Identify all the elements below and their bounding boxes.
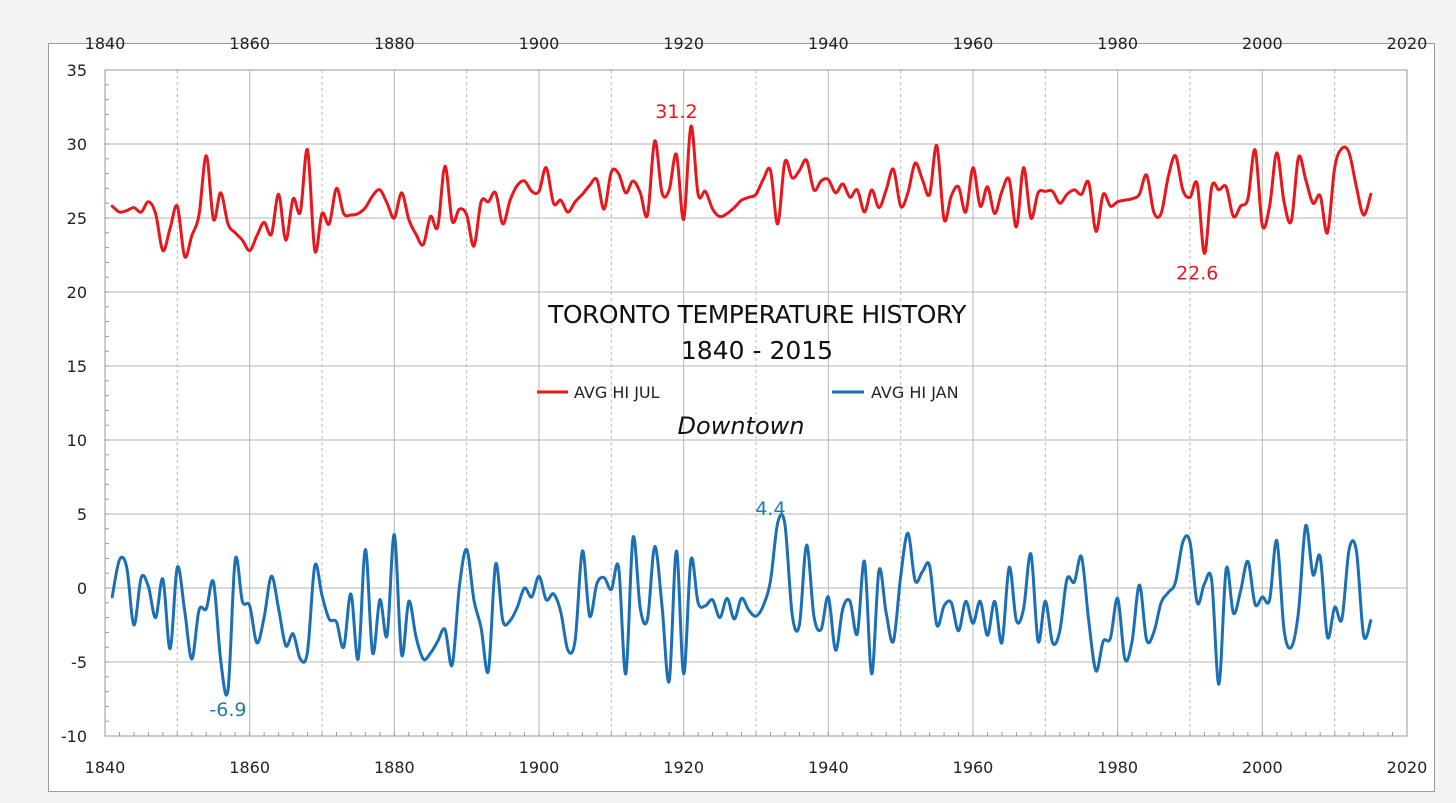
x-tick-label-top: 2000 bbox=[1242, 34, 1283, 53]
y-tick-label: 25 bbox=[67, 209, 87, 228]
legend-label-jan: AVG HI JAN bbox=[871, 383, 959, 402]
tick-labels: -10 -5 0 5 10 15 20 25 30 35 1840 1840 1860 1860 1880 1… bbox=[61, 34, 1428, 777]
x-tick-label-top: 1980 bbox=[1097, 34, 1138, 53]
x-tick-label-bottom: 1940 bbox=[808, 758, 849, 777]
y-tick-label: -10 bbox=[61, 727, 87, 746]
legend-label-jul: AVG HI JUL bbox=[574, 383, 660, 402]
y-tick-label: 0 bbox=[77, 579, 87, 598]
x-tick-label-bottom: 1840 bbox=[85, 758, 126, 777]
x-tick-label-top: 2020 bbox=[1387, 34, 1428, 53]
x-tick-label-bottom: 1980 bbox=[1097, 758, 1138, 777]
title-block: TORONTO TEMPERATURE HISTORY 1840 - 2015 … bbox=[547, 300, 968, 440]
data-annotation: -6.9 bbox=[209, 699, 246, 721]
x-tick-label-top: 1860 bbox=[229, 34, 270, 53]
x-tick-label-top: 1920 bbox=[663, 34, 704, 53]
y-tick-label: 30 bbox=[67, 135, 87, 154]
annotations: 31.2 22.6 4.4 -6.9 bbox=[209, 101, 1218, 721]
axes bbox=[104, 69, 1408, 737]
x-tick-label-top: 1840 bbox=[85, 34, 126, 53]
x-tick-label-top: 1900 bbox=[519, 34, 560, 53]
x-tick-label-top: 1940 bbox=[808, 34, 849, 53]
y-tick-label: 10 bbox=[67, 431, 87, 450]
x-tick-label-top: 1960 bbox=[953, 34, 994, 53]
y-tick-label: 5 bbox=[77, 505, 87, 524]
x-tick-label-bottom: 1960 bbox=[953, 758, 994, 777]
data-annotation: 31.2 bbox=[655, 101, 697, 123]
y-tick-label: 15 bbox=[67, 357, 87, 376]
y-tick-label: 35 bbox=[67, 61, 87, 80]
y-tick-label: 20 bbox=[67, 283, 87, 302]
x-tick-label-bottom: 1860 bbox=[229, 758, 270, 777]
x-tick-label-bottom: 1880 bbox=[374, 758, 415, 777]
legend: AVG HI JUL AVG HI JAN bbox=[537, 383, 959, 402]
series-line-avg-hi-jul bbox=[110, 124, 1373, 259]
series-line-avg-hi-jan bbox=[110, 512, 1373, 697]
data-annotation: 22.6 bbox=[1176, 263, 1218, 285]
y-tick-label: -5 bbox=[71, 653, 87, 672]
x-tick-label-top: 1880 bbox=[374, 34, 415, 53]
x-tick-label-bottom: 1900 bbox=[519, 758, 560, 777]
data-annotation: 4.4 bbox=[755, 498, 785, 520]
grid bbox=[104, 69, 1408, 737]
chart-title: TORONTO TEMPERATURE HISTORY bbox=[547, 300, 967, 329]
location-label: Downtown bbox=[678, 412, 805, 440]
chart-frame bbox=[48, 43, 1435, 792]
chart-subtitle: 1840 - 2015 bbox=[681, 336, 833, 365]
x-tick-label-bottom: 1920 bbox=[663, 758, 704, 777]
series-group bbox=[110, 124, 1373, 697]
x-tick-label-bottom: 2020 bbox=[1387, 758, 1428, 777]
x-tick-label-bottom: 2000 bbox=[1242, 758, 1283, 777]
